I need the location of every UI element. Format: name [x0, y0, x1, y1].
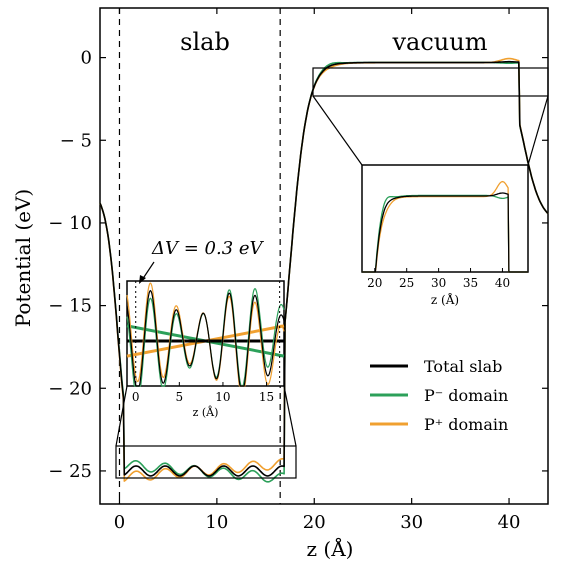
region-label-slab: slab [180, 28, 230, 56]
inset-x-tick-label: 30 [431, 276, 446, 290]
inset-x-tick-label: 0 [132, 390, 140, 404]
legend-entry-p-minus: P⁻ domain [370, 386, 508, 405]
slab-zoom-connector [115, 385, 297, 479]
main-axis-ticks: 0 10 20 30 40 0 − 5 − 10 − 15 − 20 − 25 [48, 8, 548, 533]
legend-entry-total: Total slab [370, 357, 502, 376]
vacuum-zoom-connector [312, 67, 549, 166]
inset-x-axis-label: z (Å) [193, 405, 219, 419]
legend-label: Total slab [424, 357, 502, 376]
inset-x-tick-label: 25 [399, 276, 414, 290]
vacuum-zoom-box [312, 67, 549, 97]
zoom-line [527, 95, 549, 166]
y-tick-label: − 10 [48, 213, 92, 234]
region-label-vacuum: vacuum [392, 28, 488, 56]
delta-v-annotation: ΔV = 0.3 eV [151, 238, 265, 259]
y-tick-label: − 20 [48, 378, 92, 399]
legend-label: P⁻ domain [424, 386, 508, 405]
x-axis-label: z (Å) [307, 536, 354, 561]
inset-x-tick-label: 40 [495, 276, 510, 290]
zoom-line [115, 385, 128, 447]
inset-series-line [362, 192, 528, 273]
x-tick-label: 20 [303, 512, 326, 533]
inset-series-line [126, 289, 285, 387]
x-tick-label: 30 [400, 512, 423, 533]
inset-x-tick-label: 15 [259, 390, 274, 404]
x-tick-label: 10 [205, 512, 228, 533]
plot-frame [99, 7, 549, 505]
y-tick-label: − 15 [48, 296, 92, 317]
inset-x-tick-label: 10 [215, 390, 230, 404]
y-axis-label: Potential (eV) [11, 189, 35, 327]
inset-frame [361, 164, 529, 273]
zoom-line [312, 95, 363, 166]
slab-zoom-box [115, 445, 297, 479]
inset-x-axis-label: z (Å) [431, 292, 459, 307]
vacuum-inset: 20 25 30 35 40 z (Å) [361, 164, 529, 307]
slab-inset: 0 5 10 15 z (Å) [126, 280, 285, 419]
x-tick-label: 40 [498, 512, 521, 533]
inset-x-tick-label: 5 [176, 390, 184, 404]
inset-x-tick-label: 20 [367, 276, 382, 290]
y-tick-label: − 25 [48, 461, 92, 482]
x-tick-label: 0 [114, 512, 125, 533]
legend-label: P⁺ domain [424, 415, 508, 434]
annotation-arrow [139, 261, 155, 284]
y-tick-label: 0 [81, 48, 92, 69]
series-total-line [99, 60, 549, 477]
y-tick-label: − 5 [60, 130, 92, 151]
zoom-line [283, 385, 297, 447]
inset-x-tick-label: 35 [463, 276, 478, 290]
legend: Total slab P⁻ domain P⁺ domain [370, 357, 508, 434]
legend-entry-p-plus: P⁺ domain [370, 415, 508, 434]
